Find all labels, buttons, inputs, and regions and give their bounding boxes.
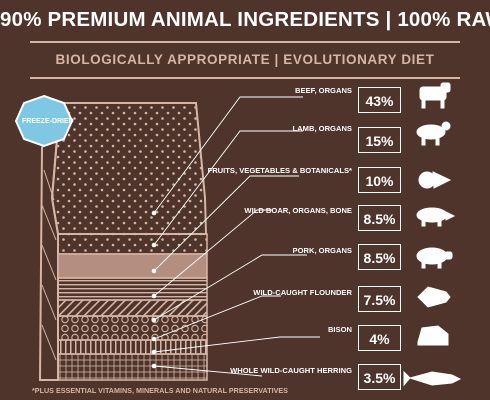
ingredient-label: LAMB, ORGANS	[292, 124, 352, 133]
ingredient-label: WILD BOAR, ORGANS, BONE	[244, 206, 352, 215]
ingredient-percent: 8.5%	[358, 205, 401, 231]
snowflake-badge-icon	[14, 94, 74, 148]
bag-top	[50, 102, 208, 235]
ingredient-percent: 7.5%	[358, 286, 401, 312]
lamb-icon	[416, 121, 451, 146]
bison-icon	[417, 325, 449, 346]
layer-flounder	[57, 315, 208, 341]
bag-side-lines	[41, 169, 57, 361]
ingredient-percent: 8.5%	[358, 244, 401, 270]
ingredient-percent: 4%	[358, 325, 401, 351]
header-rule-top	[30, 41, 460, 43]
ingredient-label: WILD-CAUGHT FLOUNDER	[253, 288, 352, 297]
headline: 90% PREMIUM ANIMAL INGREDIENTS | 100% RA…	[0, 8, 490, 31]
herring-icon	[403, 370, 462, 387]
boar-icon	[416, 207, 456, 227]
ingredient-label: FRUITS, VEGETABLES & BOTANICALS*	[207, 166, 352, 175]
ingredient-percent: 15%	[358, 127, 401, 153]
layer-pork	[57, 299, 208, 317]
pig-icon	[416, 247, 453, 269]
flounder-icon	[417, 286, 451, 308]
leader-dots	[151, 210, 157, 369]
header-rule-bottom	[30, 77, 460, 79]
ingredient-label: PORK, ORGANS	[292, 246, 353, 255]
leader-lines	[153, 96, 320, 377]
footnote: *PLUS ESSENTIAL VITAMINS, MINERALS AND N…	[32, 386, 288, 395]
layer-boar	[57, 277, 208, 301]
layer-bison	[57, 339, 208, 355]
layer-herring	[57, 353, 208, 381]
ingredient-label: BEEF, ORGANS	[295, 86, 352, 95]
ingredient-percent: 3.5%	[358, 364, 401, 390]
layer-vegetables	[57, 253, 208, 279]
ingredient-percent: 43%	[358, 87, 401, 113]
ingredient-percent: 10%	[358, 167, 401, 193]
ingredient-label: WHOLE WILD-CAUGHT HERRING	[230, 366, 352, 375]
subline: BIOLOGICALLY APPROPRIATE | EVOLUTIONARY …	[55, 52, 435, 67]
cow-icon	[419, 82, 451, 109]
freeze-dried-badge-label: FREEZE-DRIED	[22, 118, 74, 125]
layer-lamb	[57, 233, 208, 255]
ingredient-label: BISON	[327, 325, 352, 334]
vegetables-icon	[418, 171, 452, 189]
